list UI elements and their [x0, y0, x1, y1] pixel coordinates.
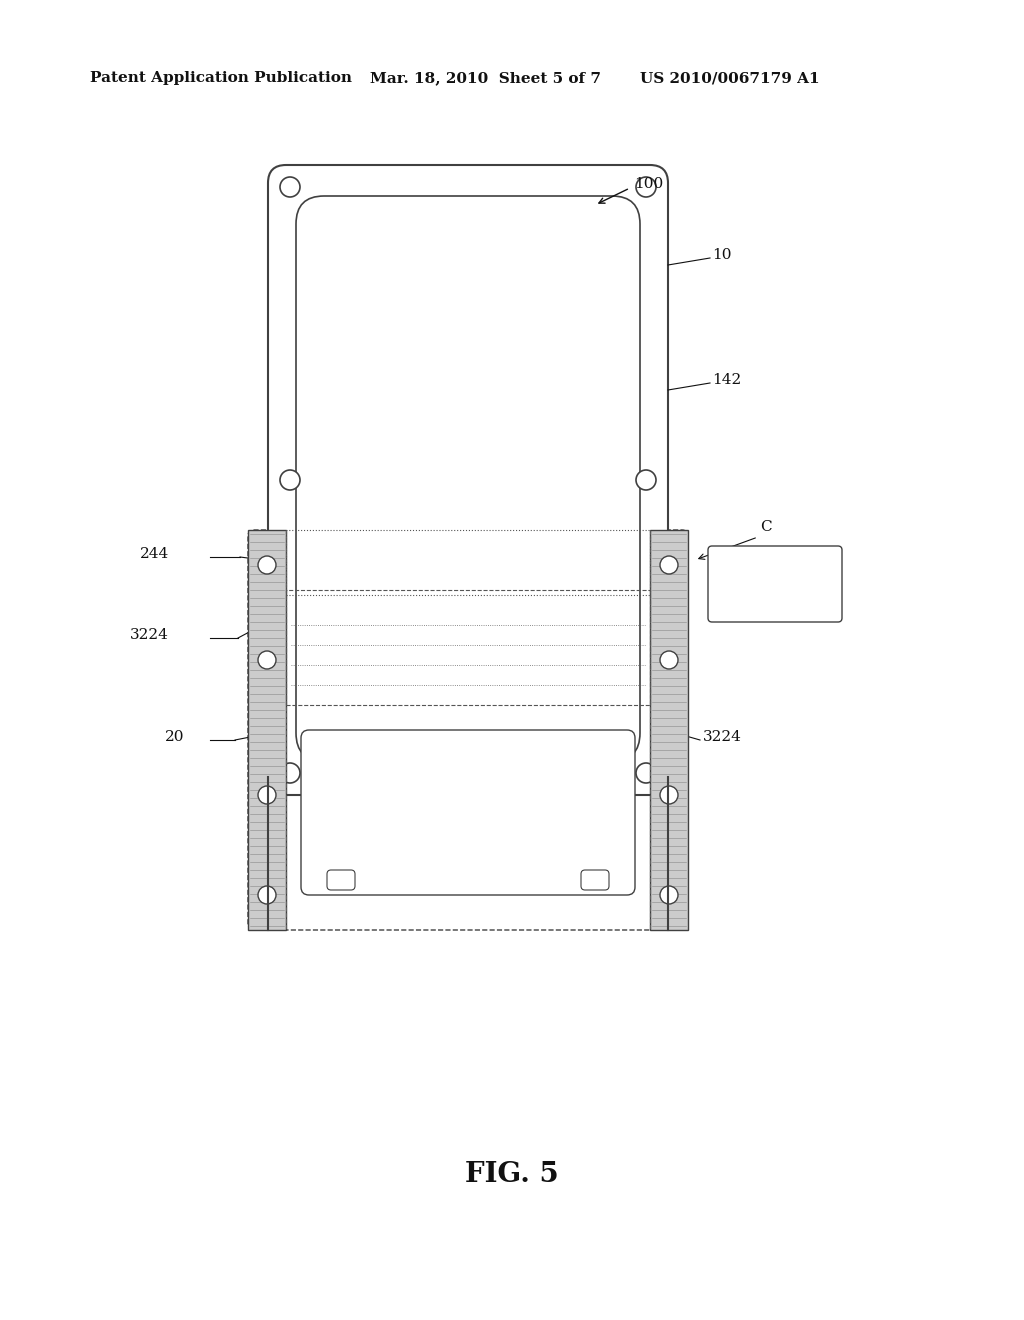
- FancyBboxPatch shape: [301, 730, 635, 895]
- Circle shape: [660, 785, 678, 804]
- Text: Mar. 18, 2010  Sheet 5 of 7: Mar. 18, 2010 Sheet 5 of 7: [370, 71, 601, 84]
- Circle shape: [280, 763, 300, 783]
- Text: Control
module: Control module: [749, 568, 802, 601]
- Circle shape: [660, 651, 678, 669]
- Text: Patent Application Publication: Patent Application Publication: [90, 71, 352, 84]
- Bar: [286, 531, 650, 595]
- Circle shape: [258, 556, 276, 574]
- FancyBboxPatch shape: [296, 195, 640, 762]
- Bar: [248, 531, 286, 931]
- FancyBboxPatch shape: [248, 531, 688, 931]
- Text: 142: 142: [712, 374, 741, 387]
- Circle shape: [280, 470, 300, 490]
- FancyBboxPatch shape: [327, 870, 355, 890]
- Text: 3224: 3224: [130, 628, 169, 642]
- Text: 244: 244: [140, 546, 169, 561]
- Bar: [286, 590, 650, 705]
- Circle shape: [660, 556, 678, 574]
- Text: 3224: 3224: [703, 730, 741, 744]
- Text: 20: 20: [165, 730, 184, 744]
- Circle shape: [258, 886, 276, 904]
- Circle shape: [636, 470, 656, 490]
- Bar: [650, 531, 688, 931]
- Text: C: C: [760, 520, 772, 535]
- FancyBboxPatch shape: [268, 165, 668, 795]
- Circle shape: [258, 785, 276, 804]
- FancyBboxPatch shape: [708, 546, 842, 622]
- Circle shape: [660, 886, 678, 904]
- Circle shape: [258, 651, 276, 669]
- Text: US 2010/0067179 A1: US 2010/0067179 A1: [640, 71, 819, 84]
- Text: 10: 10: [712, 248, 731, 261]
- Text: FIG. 5: FIG. 5: [465, 1162, 559, 1188]
- Circle shape: [636, 763, 656, 783]
- Circle shape: [636, 177, 656, 197]
- Text: 100: 100: [634, 177, 664, 191]
- Circle shape: [280, 177, 300, 197]
- FancyBboxPatch shape: [581, 870, 609, 890]
